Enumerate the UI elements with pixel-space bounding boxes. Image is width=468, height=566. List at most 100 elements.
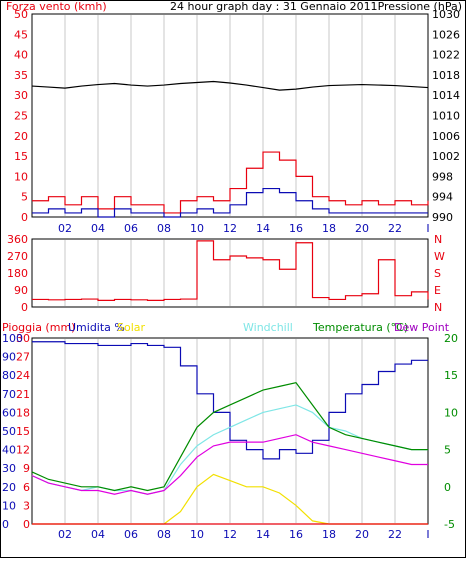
pressure-y-tick-label: 1002 xyxy=(432,150,460,163)
humidity-y-tick-label: 100 xyxy=(2,332,23,345)
pressure-y-tick-label: 990 xyxy=(432,211,453,224)
wind-average-line xyxy=(32,187,428,218)
wind-y-tick-label: 10 xyxy=(14,170,28,183)
wind-y-tick-label: 15 xyxy=(14,150,28,163)
temperature-y-tick-label: 5 xyxy=(444,444,451,457)
compass-tick-label: N xyxy=(434,301,442,314)
x-tick-label: 06 xyxy=(124,528,138,541)
pressure-y-tick-label: 994 xyxy=(432,191,453,204)
pressure-line xyxy=(31,80,429,91)
temperature-y-tick-label: 15 xyxy=(444,369,458,382)
direction-y-tick-label: 90 xyxy=(14,284,28,297)
rain-y-tick-label: 6 xyxy=(23,481,30,494)
chart-marks-layer: 02 04 06 08 10 12 14 16 18 20 22 I02 04 06 08 10 12 14 16 1… xyxy=(2,8,460,541)
rain-y-tick-label: 15 xyxy=(16,425,30,438)
x-tick-label: 12 xyxy=(223,528,237,541)
x-tick-label: 04 xyxy=(91,528,105,541)
pressure-y-tick-label: 1030 xyxy=(432,8,460,21)
compass-tick-label: W xyxy=(434,250,445,263)
wind-y-tick-label: 25 xyxy=(14,110,28,123)
x-tick-label: 16 xyxy=(289,222,303,235)
wind-y-tick-label: 20 xyxy=(14,130,28,143)
rain-y-tick-label: 27 xyxy=(16,351,30,364)
pressure-y-tick-label: 1018 xyxy=(432,69,460,82)
direction-panel-frame xyxy=(31,238,429,308)
dew-point-line xyxy=(31,434,428,495)
x-tick-label: 16 xyxy=(289,528,303,541)
pressure-y-tick-label: 1010 xyxy=(432,110,460,123)
rain-y-tick-label: 24 xyxy=(16,369,30,382)
humidity-y-tick-label: 0 xyxy=(2,518,9,531)
x-tick-label: 02 xyxy=(58,528,72,541)
wind-gust-line xyxy=(32,151,429,214)
pressure-y-tick-label: 1026 xyxy=(432,28,460,41)
pressure-axis-title: Pressione (hPa) xyxy=(378,0,462,13)
windchill-legend-label: Windchill xyxy=(243,321,293,334)
temperature-y-tick-label: 10 xyxy=(444,406,458,419)
humidity-axis-title: Umidita % xyxy=(68,321,125,334)
wind-direction-line xyxy=(32,240,429,301)
x-tick-label: 18 xyxy=(322,528,336,541)
x-tick-label: 14 xyxy=(256,528,270,541)
compass-tick-label: S xyxy=(434,267,441,280)
temperature-axis-title: Temperatura (°C) xyxy=(312,321,408,334)
rain-y-tick-label: 30 xyxy=(16,332,30,345)
rain-y-tick-label: 0 xyxy=(23,518,30,531)
solar-axis-title: Solar xyxy=(117,321,146,334)
pressure-y-tick-label: 1022 xyxy=(432,49,460,62)
x-tick-label: 18 xyxy=(322,222,336,235)
humidity-y-tick-label: 10 xyxy=(2,499,16,512)
rain-axis-title: Pioggia (mm) xyxy=(2,321,75,334)
wind-y-tick-label: 40 xyxy=(14,49,28,62)
humidity-y-tick-label: 90 xyxy=(2,351,16,364)
wind-y-tick-label: 5 xyxy=(21,191,28,204)
wind-y-tick-label: 0 xyxy=(21,211,28,224)
x-tick-label: 10 xyxy=(190,528,204,541)
humidity-y-tick-label: 30 xyxy=(2,462,16,475)
pressure-y-tick-label: 1006 xyxy=(432,130,460,143)
x-tick-label: I xyxy=(426,528,429,541)
wind-y-tick-label: 50 xyxy=(14,8,28,21)
x-tick-label: 02 xyxy=(58,222,72,235)
x-tick-label: 12 xyxy=(223,222,237,235)
rain-y-tick-label: 9 xyxy=(23,462,30,475)
direction-y-tick-label: 0 xyxy=(21,301,28,314)
direction-y-tick-label: 180 xyxy=(7,267,28,280)
compass-tick-label: E xyxy=(434,284,441,297)
humidity-y-tick-label: 50 xyxy=(2,425,16,438)
humidity-line xyxy=(32,341,428,460)
temperature-y-tick-label: -5 xyxy=(444,518,455,531)
rain-y-tick-label: 18 xyxy=(16,406,30,419)
x-tick-label: 22 xyxy=(388,528,402,541)
humidity-y-tick-label: 80 xyxy=(2,369,16,382)
wind-y-tick-label: 30 xyxy=(14,89,28,102)
x-tick-label: 04 xyxy=(91,222,105,235)
wind-panel-frame xyxy=(31,13,429,218)
humidity-y-tick-label: 40 xyxy=(2,444,16,457)
x-tick-label: 20 xyxy=(355,222,369,235)
x-tick-label: 10 xyxy=(190,222,204,235)
wind-speed-axis-title: Forza vento (kmh) xyxy=(6,0,107,13)
temperature-line xyxy=(31,381,428,492)
wind-y-tick-label: 45 xyxy=(14,28,28,41)
humidity-y-tick-label: 70 xyxy=(2,388,16,401)
temperature-y-tick-label: 20 xyxy=(444,332,458,345)
direction-y-tick-label: 360 xyxy=(7,233,28,246)
compass-tick-label: N xyxy=(434,233,442,246)
rain-y-tick-label: 12 xyxy=(16,444,30,457)
pressure-y-tick-label: 1014 xyxy=(432,89,460,102)
rain-y-tick-label: 21 xyxy=(16,388,30,401)
pressure-y-tick-label: 998 xyxy=(432,170,453,183)
humidity-y-tick-label: 20 xyxy=(2,481,16,494)
direction-y-tick-label: 270 xyxy=(7,250,28,263)
x-tick-label: 08 xyxy=(157,528,171,541)
x-tick-label: 22 xyxy=(388,222,402,235)
rain-y-tick-label: 3 xyxy=(23,499,30,512)
humidity-y-tick-label: 60 xyxy=(2,406,16,419)
dew-point-legend-label: Dew Point xyxy=(394,321,450,334)
x-tick-label: 20 xyxy=(355,528,369,541)
x-tick-label: 14 xyxy=(256,222,270,235)
